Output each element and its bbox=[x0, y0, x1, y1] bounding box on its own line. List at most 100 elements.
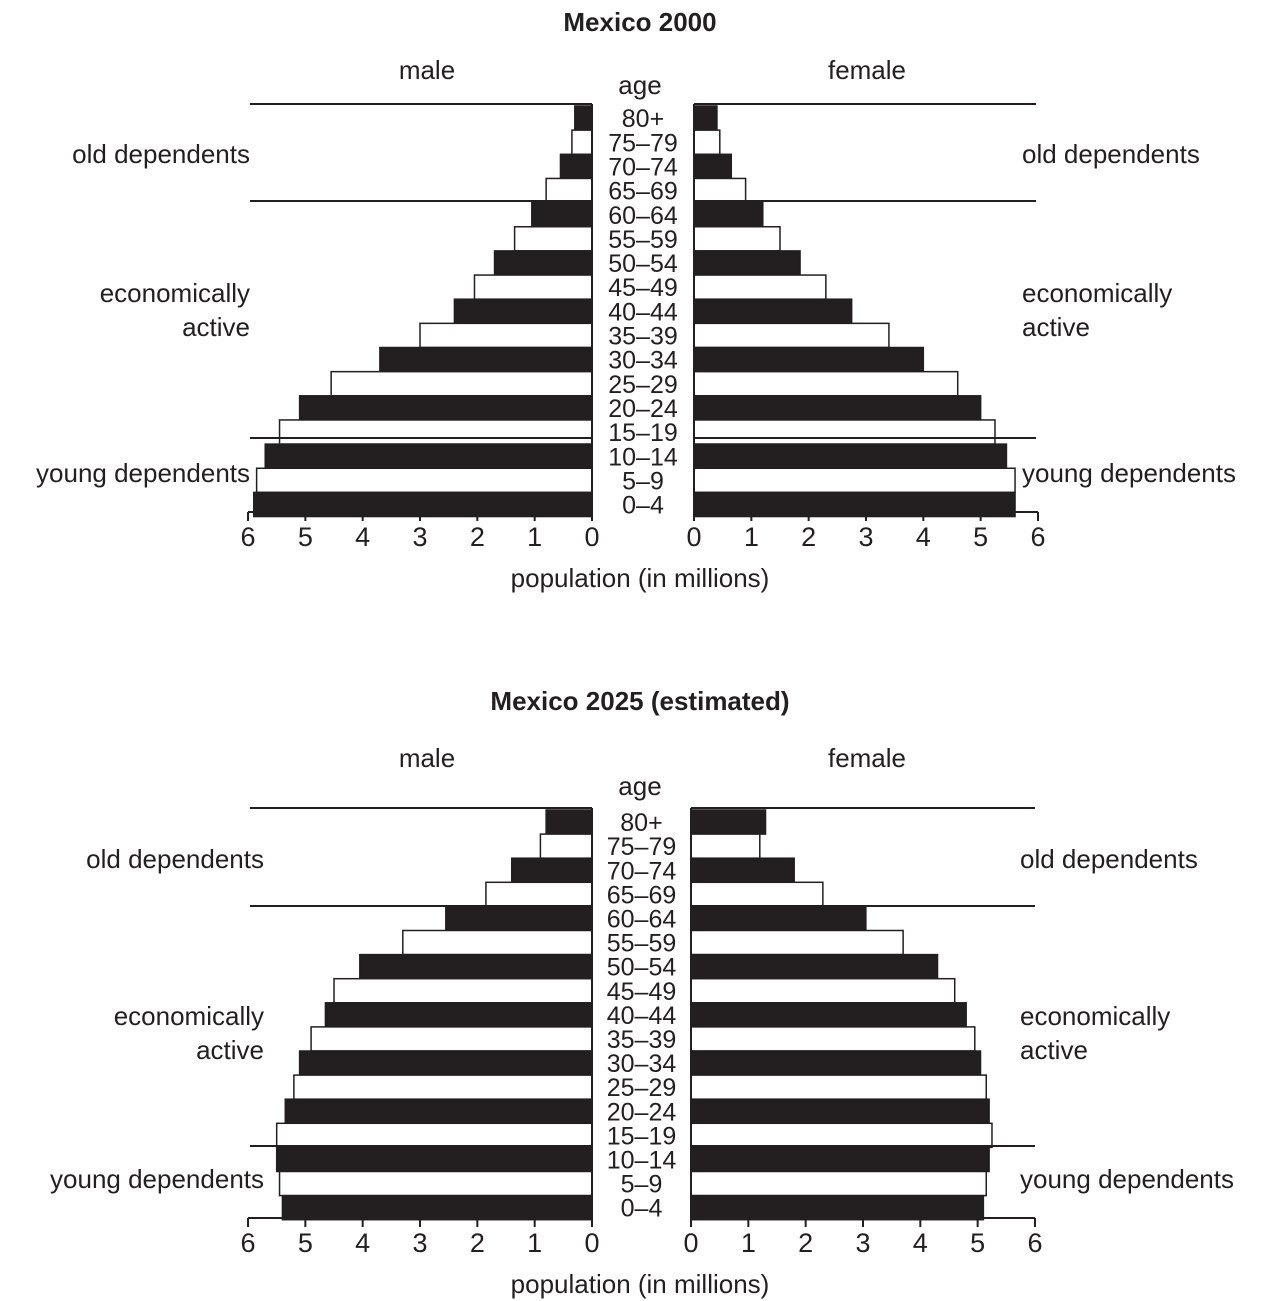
age-tick-label: 80+ bbox=[622, 105, 664, 133]
male-bar bbox=[485, 881, 593, 908]
female-bar bbox=[690, 833, 761, 859]
male-bar bbox=[278, 1170, 593, 1197]
male-bar bbox=[453, 298, 593, 325]
male-bar bbox=[493, 250, 593, 276]
female-bar bbox=[693, 105, 718, 131]
male-label: male bbox=[399, 743, 455, 773]
old-dependents-left: old dependents bbox=[86, 844, 264, 874]
male-x-tick-label: 4 bbox=[355, 1228, 370, 1258]
age-tick-label: 70–74 bbox=[608, 153, 678, 181]
age-tick-label: 45–49 bbox=[608, 274, 678, 302]
age-tick-label: 40–44 bbox=[607, 1002, 677, 1030]
male-bar bbox=[281, 1194, 593, 1221]
pyramid-2025: Mexico 2025 (estimated) male female age … bbox=[50, 686, 1234, 1299]
female-bar bbox=[690, 1050, 982, 1076]
male-x-tick-label: 6 bbox=[241, 522, 256, 552]
male-bar bbox=[298, 395, 593, 421]
female-bar bbox=[690, 1146, 990, 1173]
economically-active-right-line1: economically bbox=[1020, 1001, 1170, 1031]
female-label: female bbox=[828, 55, 906, 85]
male-bar bbox=[264, 443, 593, 470]
male-x-tick-label: 5 bbox=[298, 1228, 313, 1258]
age-tick-label: 40–44 bbox=[608, 298, 678, 326]
male-bar bbox=[574, 105, 593, 131]
female-x-tick-label: 0 bbox=[686, 522, 701, 552]
male-x-tick-label: 3 bbox=[412, 522, 427, 552]
female-x-tick-label: 6 bbox=[1030, 522, 1045, 552]
male-bar bbox=[310, 1026, 593, 1052]
x-axis-label: population (in millions) bbox=[511, 1269, 770, 1299]
male-bar bbox=[473, 274, 593, 300]
female-bar bbox=[693, 395, 982, 421]
male-bar bbox=[571, 129, 593, 156]
male-x-tick-label: 1 bbox=[527, 522, 542, 552]
economically-active-right-line1: economically bbox=[1022, 278, 1172, 308]
female-bar bbox=[690, 1026, 976, 1052]
male-x-tick-label: 6 bbox=[241, 1228, 256, 1258]
age-tick-label: 75–79 bbox=[608, 129, 678, 157]
age-tick-label: 55–59 bbox=[607, 930, 677, 958]
female-x-tick-label: 0 bbox=[683, 1228, 698, 1258]
age-tick-label: 65–69 bbox=[608, 178, 678, 206]
age-tick-label: 50–54 bbox=[608, 250, 678, 278]
age-tick-label: 30–34 bbox=[607, 1050, 677, 1078]
female-bar bbox=[693, 201, 764, 228]
male-bar bbox=[559, 153, 593, 180]
age-tick-label: 55–59 bbox=[608, 226, 678, 254]
age-tick-label: 30–34 bbox=[608, 347, 678, 375]
economically-active-left-line1: economically bbox=[100, 278, 250, 308]
male-x-tick-label: 2 bbox=[470, 522, 485, 552]
age-tick-label: 5–9 bbox=[622, 467, 664, 495]
x-axis-label: population (in millions) bbox=[511, 563, 770, 593]
age-tick-label: 0–4 bbox=[621, 1195, 663, 1223]
female-bar bbox=[693, 177, 747, 204]
female-bar bbox=[690, 1170, 987, 1197]
age-tick-label: 10–14 bbox=[608, 443, 678, 471]
female-bar bbox=[690, 953, 939, 980]
female-bar bbox=[693, 419, 996, 445]
economically-active-left-line2: active bbox=[182, 312, 250, 342]
female-bar bbox=[690, 1002, 967, 1028]
female-x-tick-label: 3 bbox=[858, 522, 873, 552]
female-bar bbox=[693, 129, 721, 156]
chart-title: Mexico 2025 (estimated) bbox=[490, 686, 789, 716]
old-dependents-right: old dependents bbox=[1020, 844, 1198, 874]
male-bar bbox=[379, 346, 593, 373]
male-bar bbox=[545, 809, 593, 835]
pyramid-marks: 80+75–7970–7465–6960–6455–5950–5445–4940… bbox=[241, 807, 1042, 1258]
female-bar bbox=[690, 905, 867, 932]
male-bar bbox=[513, 226, 593, 252]
male-bar bbox=[255, 467, 593, 494]
male-bar bbox=[298, 1050, 593, 1076]
male-bar bbox=[333, 977, 593, 1004]
age-tick-label: 60–64 bbox=[608, 202, 678, 230]
male-bar bbox=[284, 1098, 593, 1125]
female-bar bbox=[690, 929, 904, 956]
male-bar bbox=[402, 929, 593, 956]
age-tick-label: 70–74 bbox=[607, 857, 677, 885]
female-bar bbox=[690, 857, 795, 884]
female-bar bbox=[693, 226, 781, 252]
female-x-tick-label: 1 bbox=[744, 522, 759, 552]
male-label: male bbox=[399, 55, 455, 85]
age-label: age bbox=[618, 70, 661, 100]
economically-active-right-line2: active bbox=[1022, 312, 1090, 342]
pyramid-marks: 80+75–7970–7465–6960–6455–5950–5445–4940… bbox=[241, 103, 1045, 552]
age-label: age bbox=[618, 771, 661, 801]
old-dependents-right: old dependents bbox=[1022, 139, 1200, 169]
female-x-tick-label: 2 bbox=[801, 522, 816, 552]
male-x-tick-label: 5 bbox=[298, 522, 313, 552]
female-x-tick-label: 2 bbox=[798, 1228, 813, 1258]
young-dependents-left: young dependents bbox=[36, 458, 250, 488]
female-bar bbox=[693, 467, 1016, 494]
economically-active-left-line1: economically bbox=[114, 1001, 264, 1031]
female-bar bbox=[690, 977, 956, 1004]
male-bar bbox=[359, 953, 593, 980]
male-bar bbox=[510, 857, 593, 884]
female-bar bbox=[690, 881, 824, 908]
female-bar bbox=[690, 1122, 993, 1149]
male-x-tick-label: 4 bbox=[355, 522, 370, 552]
pyramid-2000: Mexico 2000 male female age population (… bbox=[36, 7, 1236, 593]
economically-active-right-line2: active bbox=[1020, 1035, 1088, 1065]
male-bar bbox=[545, 177, 593, 204]
